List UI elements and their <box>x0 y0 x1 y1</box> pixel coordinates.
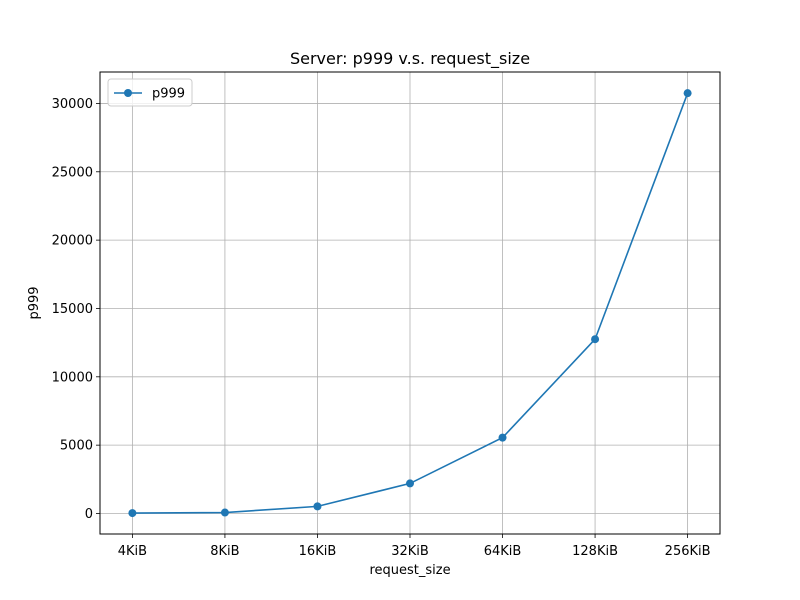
x-tick-label: 4KiB <box>118 544 147 559</box>
data-point <box>406 479 414 488</box>
y-tick-label: 30000 <box>52 97 93 112</box>
y-tick-label: 25000 <box>52 165 93 180</box>
data-point <box>313 502 322 511</box>
legend-box <box>107 78 193 107</box>
grid <box>100 72 720 534</box>
legend-marker <box>124 89 132 97</box>
y-axis-label: p999 <box>27 286 42 319</box>
x-tick-label: 64KiB <box>484 544 522 559</box>
y-tick-label: 5000 <box>60 439 93 454</box>
data-point <box>591 335 600 344</box>
data-point <box>220 508 229 517</box>
x-tick-label: 16KiB <box>299 544 337 559</box>
data-point <box>128 509 137 518</box>
x-tick-label: 32KiB <box>391 544 429 559</box>
y-tick-label: 20000 <box>52 234 93 249</box>
y-tick-label: 15000 <box>52 302 93 317</box>
y-tick-label: 0 <box>85 507 93 522</box>
chart-title: Server: p999 v.s. request_size <box>290 49 530 69</box>
legend-label: p999 <box>152 87 185 102</box>
legend: p999 <box>107 78 193 107</box>
x-tick-label: 128KiB <box>572 544 618 559</box>
ticks: 4KiB 8KiB 16KiB 32KiB 64KiB 128KiB 256KiB 0 5000… <box>52 97 711 559</box>
data-point <box>498 433 507 442</box>
y-tick-label: 10000 <box>52 370 93 385</box>
series-layer <box>128 89 692 518</box>
x-tick-label: 256KiB <box>665 544 711 559</box>
x-axis-label: request_size <box>369 563 450 578</box>
x-tick-label: 8KiB <box>210 544 239 559</box>
data-point <box>683 89 692 98</box>
